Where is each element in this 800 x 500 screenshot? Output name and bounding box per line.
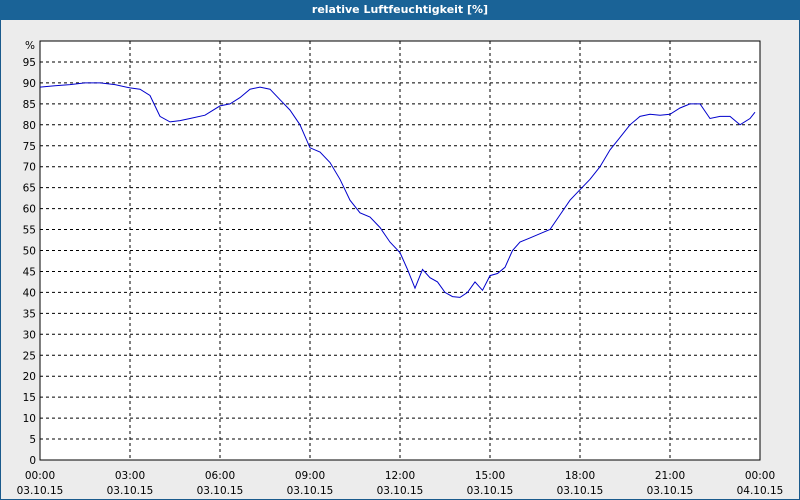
- x-tick-time: 12:00: [385, 470, 415, 482]
- y-tick-label: 30: [23, 329, 36, 341]
- y-tick-label: 15: [23, 392, 36, 404]
- x-tick-time: 15:00: [475, 470, 505, 482]
- x-tick-time: 21:00: [655, 470, 685, 482]
- x-tick-date: 03.10.15: [287, 485, 334, 497]
- y-tick-label: 65: [23, 183, 36, 195]
- x-tick-labels: 00:00 03.10.15 03:00 03.10.15 06:00 03.10.15 0…: [17, 470, 784, 497]
- y-tick-label: 5: [29, 434, 36, 446]
- x-tick-date: 03.10.15: [107, 485, 154, 497]
- x-tick-time: 06:00: [205, 470, 235, 482]
- x-tick-date: 03.10.15: [467, 485, 514, 497]
- grid-lines: [40, 41, 760, 460]
- y-tick-label: 75: [23, 141, 36, 153]
- y-tick-label: 10: [23, 413, 36, 425]
- x-tick-time: 18:00: [565, 470, 595, 482]
- y-tick-label: 25: [23, 350, 36, 362]
- x-tick-time: 09:00: [295, 470, 325, 482]
- x-tick-time: 00:00: [25, 470, 55, 482]
- y-tick-label: 35: [23, 308, 36, 320]
- y-axis-label: %: [25, 40, 35, 52]
- series-line-humidity: [39, 82, 756, 298]
- x-tick-date: 03.10.15: [377, 485, 424, 497]
- y-tick-label: 40: [23, 287, 36, 299]
- y-tick-label: 70: [23, 162, 36, 174]
- x-tick-date: 03.10.15: [197, 485, 244, 497]
- y-tick-label: 50: [23, 246, 36, 258]
- y-tick-label: 0: [29, 455, 36, 467]
- y-tick-label: 85: [23, 99, 36, 111]
- y-tick-label: 45: [23, 266, 36, 278]
- chart-title: relative Luftfeuchtigkeit [%]: [0, 0, 800, 20]
- y-tick-label: 95: [23, 57, 36, 69]
- y-tick-label: 60: [23, 204, 36, 216]
- x-tick-time: 00:00: [745, 470, 775, 482]
- x-tick-date: 03.10.15: [557, 485, 604, 497]
- y-tick-label: 80: [23, 120, 36, 132]
- x-tick-date: 03.10.15: [17, 485, 64, 497]
- x-tick-date: 03.10.15: [647, 485, 694, 497]
- y-tick-labels: 0 5 10 15 20 25 30 35 40 45 50 55 60 65 70 75 80 85 90 95: [23, 57, 36, 467]
- y-tick-label: 90: [23, 78, 36, 90]
- x-tick-time: 03:00: [115, 470, 145, 482]
- x-tick-date: 04.10.15: [737, 485, 784, 497]
- y-tick-label: 55: [23, 225, 36, 237]
- y-tick-label: 20: [23, 371, 36, 383]
